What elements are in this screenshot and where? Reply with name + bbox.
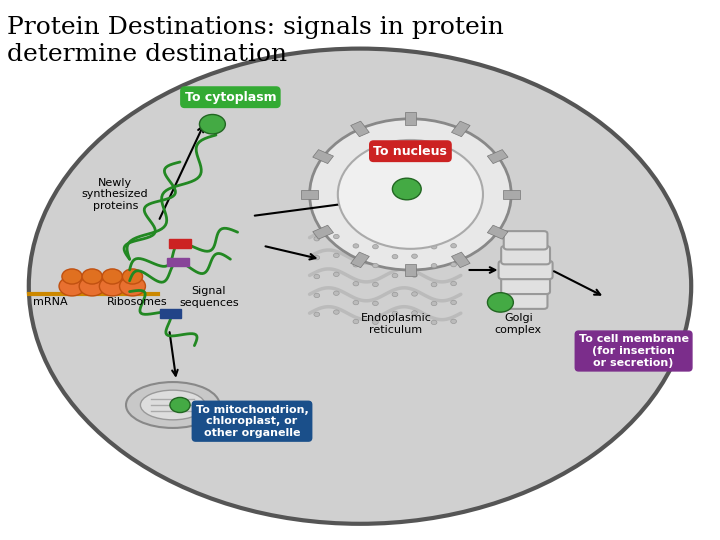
Bar — [160, 309, 181, 318]
Bar — [351, 121, 369, 137]
Circle shape — [122, 269, 143, 284]
Circle shape — [333, 253, 339, 258]
Circle shape — [353, 262, 359, 267]
Circle shape — [431, 245, 437, 249]
Text: Ribosomes: Ribosomes — [107, 298, 167, 307]
Bar — [487, 225, 508, 239]
Circle shape — [353, 281, 359, 286]
Circle shape — [431, 301, 437, 306]
Circle shape — [333, 310, 339, 314]
Circle shape — [372, 320, 378, 325]
Circle shape — [372, 282, 378, 287]
Circle shape — [392, 292, 398, 296]
Circle shape — [451, 244, 456, 248]
Bar — [451, 121, 470, 137]
Circle shape — [412, 310, 418, 315]
Circle shape — [451, 262, 456, 267]
Ellipse shape — [140, 390, 205, 420]
Bar — [451, 252, 470, 268]
Circle shape — [314, 255, 320, 260]
FancyBboxPatch shape — [501, 246, 550, 265]
Bar — [301, 190, 318, 199]
Text: Newly
synthesized
proteins: Newly synthesized proteins — [82, 178, 148, 211]
Circle shape — [451, 319, 456, 323]
Circle shape — [333, 234, 339, 239]
Circle shape — [333, 291, 339, 295]
Bar — [405, 112, 416, 125]
Circle shape — [353, 300, 359, 305]
Bar — [487, 150, 508, 164]
Text: Golgi
complex: Golgi complex — [495, 313, 542, 335]
Circle shape — [199, 114, 225, 134]
Circle shape — [487, 293, 513, 312]
Bar — [167, 258, 189, 266]
Circle shape — [451, 281, 456, 286]
Circle shape — [431, 320, 437, 325]
Circle shape — [314, 274, 320, 279]
Circle shape — [372, 245, 378, 249]
Circle shape — [431, 282, 437, 287]
FancyBboxPatch shape — [504, 291, 547, 309]
Circle shape — [412, 292, 418, 296]
FancyBboxPatch shape — [504, 231, 547, 249]
Circle shape — [392, 254, 398, 259]
Text: Protein Destinations: signals in protein
determine destination: Protein Destinations: signals in protein… — [7, 16, 504, 66]
Circle shape — [412, 273, 418, 277]
Circle shape — [102, 269, 122, 284]
Text: To nucleus: To nucleus — [374, 145, 447, 158]
Text: To cell membrane
(for insertion
or secretion): To cell membrane (for insertion or secre… — [579, 334, 688, 368]
Circle shape — [392, 178, 421, 200]
Bar — [169, 239, 191, 248]
Circle shape — [372, 301, 378, 306]
Circle shape — [392, 273, 398, 278]
Circle shape — [120, 276, 145, 296]
Circle shape — [353, 244, 359, 248]
Circle shape — [451, 300, 456, 305]
Circle shape — [59, 276, 85, 296]
Circle shape — [99, 276, 125, 296]
Bar — [405, 264, 416, 276]
Text: Signal
sequences: Signal sequences — [179, 286, 238, 308]
Circle shape — [333, 272, 339, 276]
Circle shape — [82, 269, 102, 284]
Text: Endoplasmic
reticulum: Endoplasmic reticulum — [361, 313, 431, 335]
FancyBboxPatch shape — [501, 275, 550, 294]
FancyBboxPatch shape — [498, 261, 553, 279]
Ellipse shape — [126, 382, 220, 428]
Ellipse shape — [29, 49, 691, 524]
Text: To mitochondrion,
chloroplast, or
other organelle: To mitochondrion, chloroplast, or other … — [196, 404, 308, 438]
Bar — [312, 150, 333, 164]
Circle shape — [392, 311, 398, 315]
Circle shape — [314, 293, 320, 298]
Circle shape — [79, 276, 105, 296]
Circle shape — [310, 119, 511, 270]
Circle shape — [412, 254, 418, 258]
Text: mRNA: mRNA — [33, 298, 68, 307]
Circle shape — [431, 264, 437, 268]
Circle shape — [62, 269, 82, 284]
Bar — [503, 190, 520, 199]
Circle shape — [412, 235, 418, 239]
Bar — [351, 252, 369, 268]
Circle shape — [314, 312, 320, 316]
Circle shape — [392, 235, 398, 240]
Bar — [312, 225, 333, 239]
Circle shape — [353, 319, 359, 323]
Circle shape — [314, 237, 320, 241]
Text: To cytoplasm: To cytoplasm — [184, 91, 276, 104]
Circle shape — [372, 264, 378, 268]
Circle shape — [338, 140, 483, 249]
Circle shape — [170, 397, 190, 413]
